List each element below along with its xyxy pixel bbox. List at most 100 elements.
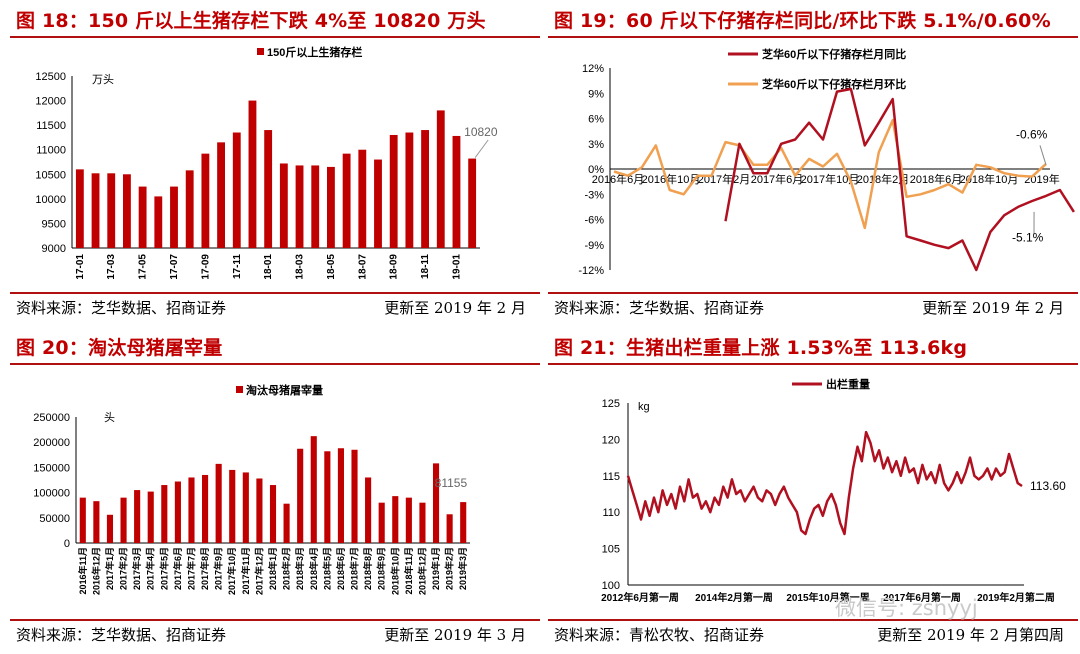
legend-label-mom: 芝华60斤以下仔猪存栏月环比	[762, 77, 906, 91]
bar	[358, 149, 367, 248]
bar	[134, 490, 141, 543]
x-tick-label: 2017年10月	[801, 172, 860, 186]
x-tick-label: 17-11	[232, 254, 243, 279]
y-tick-label: 120	[602, 434, 620, 446]
bar	[201, 153, 210, 248]
x-tick-label: 2018年8月	[362, 547, 373, 590]
callout-leader	[474, 139, 489, 158]
x-tick-label: 2018年6月	[910, 172, 963, 186]
update-note: 更新至 2019 年 2 月第四周	[877, 626, 1064, 644]
update-note: 更新至 2019 年 2 月	[384, 299, 526, 317]
bar	[342, 153, 351, 248]
bar	[419, 502, 426, 543]
panel-title: 图 21：生猪出栏重量上涨 1.53%至 113.6kg	[554, 337, 968, 359]
x-tick-label: 18-01	[263, 254, 274, 280]
wechat-watermark: 微信号: zsnyyj	[835, 596, 978, 620]
x-tick-label: 2017年6月	[172, 547, 183, 590]
y-tick-label: 105	[602, 544, 620, 556]
x-tick-label: 2018年10月	[389, 547, 400, 595]
bar	[297, 448, 304, 543]
bar	[374, 159, 382, 248]
bar	[310, 436, 317, 543]
x-tick-label: 17-03	[106, 254, 117, 280]
bar	[446, 514, 453, 543]
bar	[232, 132, 241, 248]
bar	[154, 196, 163, 248]
x-tick-label: 2018年1月	[267, 547, 278, 590]
footer-rule	[548, 619, 1078, 621]
x-tick-label: 2017年2月	[698, 172, 751, 186]
legend-label: 150斤以上生猪存栏	[267, 45, 362, 59]
bar	[217, 142, 225, 248]
bar	[295, 165, 304, 248]
bar	[75, 169, 84, 248]
bar	[107, 173, 116, 248]
bar	[365, 477, 372, 543]
bar	[229, 469, 236, 543]
series-line	[626, 430, 1023, 536]
x-tick-label: 2017年8月	[199, 547, 210, 590]
y-tick-label: 9000	[42, 243, 66, 255]
x-tick-label: 17-05	[138, 254, 149, 280]
x-tick-label: 2018年11月	[403, 547, 414, 595]
x-tick-label: 2017年5月	[158, 547, 169, 590]
bar	[264, 130, 273, 248]
y-tick-label: 12500	[35, 71, 66, 83]
source-note: 资料来源：芝华数据、招商证券	[16, 626, 227, 644]
x-tick-label: 2018年6月	[335, 547, 346, 590]
x-tick-label: 2018年10月	[960, 172, 1019, 186]
bar	[460, 502, 467, 543]
x-tick-label: 18-11	[420, 254, 431, 279]
y-tick-label: 110	[602, 507, 620, 519]
bar	[436, 110, 445, 249]
x-tick-label: 2016年11月	[77, 547, 88, 595]
callout-label: 81155	[435, 476, 468, 490]
y-tick-label: 115	[602, 471, 620, 483]
x-tick-label: 2018年5月	[321, 547, 332, 590]
bar	[452, 135, 461, 248]
bar	[79, 497, 86, 543]
x-tick-label: 2017年3月	[131, 547, 142, 590]
bar	[327, 166, 335, 248]
y-tick-label: 3%	[588, 139, 604, 151]
series-line-mom	[613, 118, 1047, 230]
footer-rule	[10, 619, 540, 621]
bar	[378, 502, 385, 543]
x-tick-label: 2019年2月	[444, 547, 455, 590]
bar	[185, 170, 194, 248]
x-tick-label: 2017年7月	[185, 547, 196, 590]
title-rule	[548, 36, 1078, 38]
bar	[174, 481, 181, 543]
callout-label: 10820	[464, 125, 498, 139]
x-tick-label: 2018年9月	[376, 547, 387, 590]
chart-fig20: 0 50000 100000 150000 200000 250000 头 淘汰母猪屠宰量 20…	[33, 383, 470, 595]
series-line-yoy	[724, 87, 1075, 272]
x-tick-label: 2018年12月	[416, 547, 427, 595]
y-tick-label: 9500	[42, 218, 66, 230]
panel-title: 图 20：淘汰母猪屠宰量	[16, 337, 223, 359]
bar	[432, 463, 440, 543]
bar	[405, 132, 414, 248]
x-tick-label: 2017年9月	[213, 547, 224, 590]
x-tick-label: 17-09	[200, 254, 211, 280]
source-note: 资料来源：芝华数据、招商证券	[16, 299, 227, 317]
x-tick-label: 2016年10月	[642, 172, 701, 186]
y-tick-label: 150000	[33, 462, 70, 474]
y-tick-label: 100000	[33, 488, 70, 500]
bar	[311, 165, 320, 248]
bar	[351, 449, 358, 543]
legend-label: 淘汰母猪屠宰量	[246, 383, 323, 397]
bar	[161, 485, 168, 543]
footer-rule	[10, 292, 540, 294]
bar	[337, 448, 344, 543]
legend-label-yoy: 芝华60斤以下仔猪存栏月同比	[762, 47, 906, 61]
bar	[392, 496, 399, 543]
callout-label-yoy: -5.1%	[1012, 230, 1044, 244]
chart-fig19: -12%-9%-6%-3%0%3%6%9%12%2016年6月2016年10月2…	[578, 47, 1075, 277]
source-note: 资料来源：芝华数据、招商证券	[554, 299, 765, 317]
y-tick-label: 10000	[35, 194, 66, 206]
x-tick-label: 17-07	[169, 254, 180, 280]
x-tick-label: 2015年10月第一周	[786, 591, 869, 604]
bar	[405, 497, 412, 543]
panel-fig20: 图 20：淘汰母猪屠宰量 0 50000 100000 150000 200000 250…	[10, 327, 540, 654]
